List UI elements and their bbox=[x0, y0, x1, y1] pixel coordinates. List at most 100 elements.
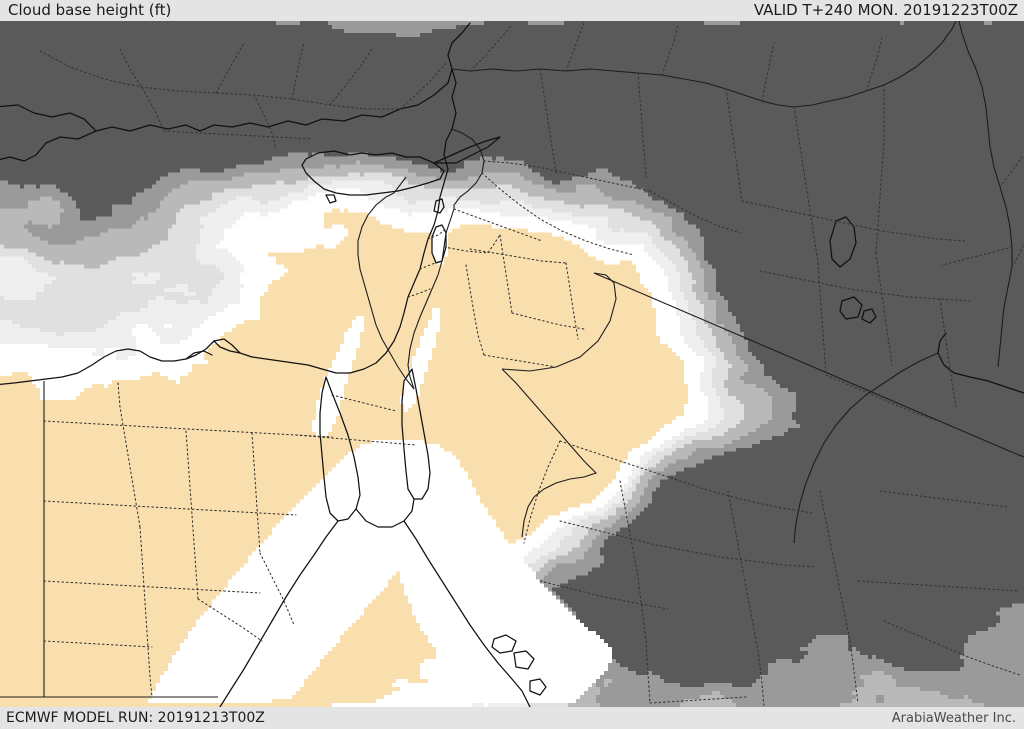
saudi-admin-11 bbox=[523, 440, 561, 544]
admin-borders-layer bbox=[39, 22, 1024, 707]
saudi-admin-4 bbox=[727, 490, 765, 707]
turkey-admin-2 bbox=[119, 48, 165, 132]
valid-time-label: VALID T+240 MON. 20191223T00Z bbox=[753, 1, 1018, 19]
footer-bar: ECMWF MODEL RUN: 20191213T00Z ArabiaWeat… bbox=[0, 707, 1024, 729]
iran-admin-2 bbox=[1011, 242, 1024, 268]
egypt-admin-2 bbox=[117, 382, 141, 528]
egypt-sinai-admin bbox=[295, 434, 417, 446]
turkey-admin-5 bbox=[253, 94, 277, 150]
saudi-admin-7 bbox=[857, 580, 1019, 592]
jordan-admin-3 bbox=[565, 262, 579, 340]
israel-admin-2 bbox=[419, 260, 441, 270]
syria-admin-1 bbox=[483, 160, 651, 192]
turkey-admin-10 bbox=[565, 22, 585, 72]
persian-gulf-head bbox=[937, 332, 1024, 394]
iraq-admin-6 bbox=[875, 252, 893, 366]
turkey-admin-9 bbox=[469, 24, 513, 72]
israel-admin-1 bbox=[427, 228, 447, 240]
jordan-admin-1 bbox=[469, 248, 567, 264]
israel-jordan-border bbox=[407, 208, 455, 390]
turkey-admin-8 bbox=[163, 130, 313, 140]
levant-coast bbox=[251, 68, 457, 374]
turkey-south-coast bbox=[95, 22, 471, 132]
saudi-admin-6 bbox=[819, 490, 859, 704]
iraq-admin-5 bbox=[817, 262, 827, 376]
iraq-admin-3 bbox=[741, 200, 967, 242]
lake-tiberias bbox=[433, 198, 445, 214]
saudi-admin-10 bbox=[879, 490, 1009, 508]
turkey-admin-6 bbox=[329, 48, 373, 106]
egypt-admin-9 bbox=[43, 640, 153, 648]
egypt-admin-1 bbox=[43, 420, 333, 438]
israel-admin-3 bbox=[407, 288, 431, 298]
lake-razzaza bbox=[861, 308, 877, 324]
iraq-admin-2 bbox=[875, 84, 885, 254]
redsea-island-a bbox=[491, 634, 517, 654]
turkey-admin-11 bbox=[661, 24, 679, 76]
saudi-admin-5 bbox=[539, 580, 669, 610]
saudi-kuwait-iraq-border bbox=[793, 352, 939, 544]
syria-admin-4 bbox=[481, 172, 635, 256]
cyprus-island bbox=[301, 150, 445, 196]
syria-admin-6 bbox=[649, 190, 741, 234]
map-viewport[interactable] bbox=[0, 21, 1024, 707]
iraq-admin-8 bbox=[941, 246, 1013, 266]
redsea-island-b bbox=[513, 650, 535, 670]
redsea-east-coast bbox=[403, 520, 531, 707]
iran-admin-1 bbox=[999, 156, 1023, 188]
jordan-admin-2 bbox=[499, 234, 513, 314]
jordan-admin-7 bbox=[443, 234, 501, 254]
egypt-north-coast bbox=[0, 338, 253, 386]
syria-admin-3 bbox=[637, 72, 647, 178]
turkey-admin-1 bbox=[39, 50, 401, 110]
turkey-admin-3 bbox=[215, 42, 245, 94]
syria-admin-7 bbox=[453, 208, 543, 242]
turkey-syria-iraq-border bbox=[451, 21, 957, 108]
turkey-admin-7 bbox=[399, 62, 447, 110]
lebanon-syria-border bbox=[451, 128, 485, 209]
jordan-saudi-border bbox=[501, 368, 598, 538]
jordan-admin-5 bbox=[511, 312, 585, 330]
egypt-admin-6 bbox=[43, 580, 261, 594]
egypt-admin-10 bbox=[197, 598, 263, 642]
aegean-coast bbox=[0, 104, 97, 162]
cyprus-akrotiri bbox=[325, 194, 337, 204]
syria-admin-2 bbox=[539, 68, 557, 174]
lake-tharthar bbox=[829, 216, 857, 268]
sinai-admin-2 bbox=[331, 394, 397, 412]
jordan-admin-4 bbox=[465, 264, 485, 356]
syria-iraq-jordan-border bbox=[593, 272, 1024, 458]
saudi-admin-1 bbox=[559, 440, 813, 514]
coastlines-layer bbox=[0, 22, 1024, 707]
iraq-admin-9 bbox=[825, 374, 939, 422]
delta-lagoon-a bbox=[213, 340, 241, 354]
turkey-admin-13 bbox=[865, 36, 883, 92]
egypt-admin-8 bbox=[259, 552, 295, 626]
borders-layer bbox=[0, 21, 1024, 698]
jordan-admin-6 bbox=[483, 354, 557, 368]
egypt-admin-7 bbox=[139, 526, 153, 698]
saudi-admin-2 bbox=[619, 480, 651, 704]
cloud-base-raster bbox=[0, 21, 1024, 707]
egypt-admin-4 bbox=[251, 432, 261, 554]
model-run-label: ECMWF MODEL RUN: 20191213T00Z bbox=[6, 710, 265, 726]
egypt-admin-5 bbox=[43, 500, 297, 516]
syria-jordan-border bbox=[501, 272, 617, 372]
sinai-south-tip bbox=[355, 498, 415, 528]
saudi-admin-8 bbox=[883, 620, 1021, 676]
egypt-israel-border bbox=[357, 192, 415, 390]
header-bar: Cloud base height (ft) VALID T+240 MON. … bbox=[0, 0, 1024, 21]
turkey-admin-4 bbox=[291, 42, 305, 100]
saudi-admin-9 bbox=[649, 696, 747, 704]
gulf-of-aqaba bbox=[401, 368, 431, 500]
redsea-west-coast bbox=[219, 520, 339, 707]
delta-lagoon-b bbox=[185, 350, 213, 360]
egypt-admin-3 bbox=[185, 430, 199, 600]
attribution-label: ArabiaWeather Inc. bbox=[891, 711, 1016, 726]
page-title: Cloud base height (ft) bbox=[8, 1, 172, 19]
syria-admin-5 bbox=[725, 88, 743, 202]
iraq-admin-4 bbox=[759, 270, 971, 302]
gulf-of-suez bbox=[319, 376, 361, 522]
map-vector-overlay bbox=[0, 21, 1024, 707]
